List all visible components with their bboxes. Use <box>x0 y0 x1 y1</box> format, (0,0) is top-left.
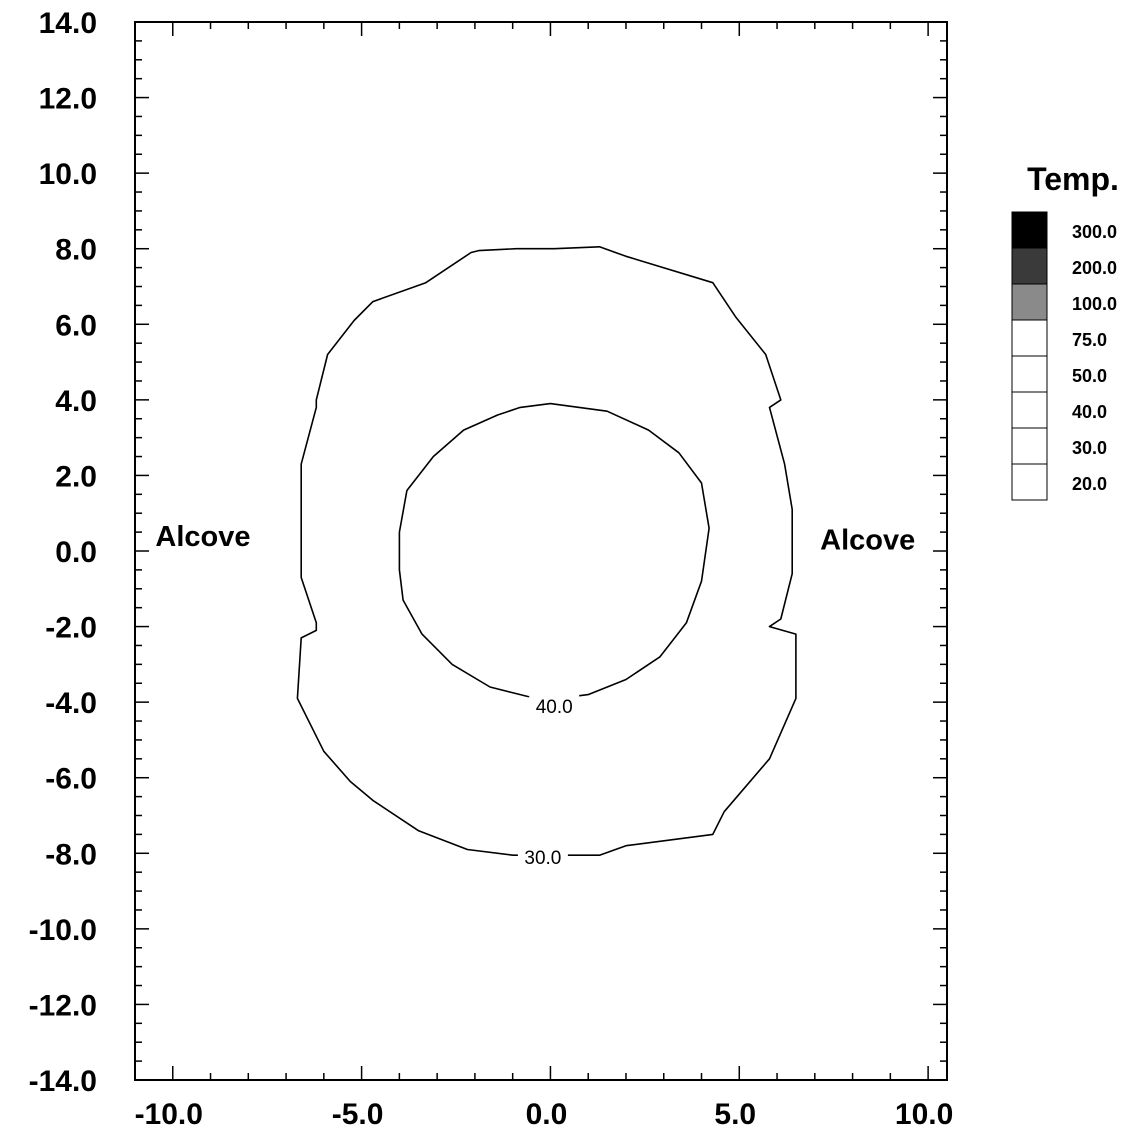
y-tick-label: -14.0 <box>29 1065 97 1098</box>
legend-title: Temp. <box>1027 161 1119 197</box>
y-tick-label: 8.0 <box>55 234 97 267</box>
contour-label: 40.0 <box>536 697 573 718</box>
contour-line-30.0 <box>296 246 797 857</box>
y-tick-label: -6.0 <box>45 763 97 796</box>
x-tick-label: 0.0 <box>526 1098 568 1130</box>
y-tick-label: 2.0 <box>55 460 97 493</box>
legend-level-label: 20.0 <box>1072 474 1107 494</box>
y-axis-tick-labels: 14.0 12.0 10.0 8.0 6.0 4.0 2.0 0.0 -2.0 -4.0 -6.0 -… <box>29 7 97 1098</box>
legend-level-label: 75.0 <box>1072 330 1107 350</box>
y-tick-label: -10.0 <box>29 914 97 947</box>
legend-swatches: 300.0 200.0 100.0 75.0 50.0 40.0 30.0 20.0 <box>1011 211 1117 501</box>
legend-swatch <box>1011 355 1048 393</box>
legend-level-label: 30.0 <box>1072 438 1107 458</box>
legend-swatch <box>1011 247 1048 285</box>
legend-swatch <box>1011 319 1048 357</box>
x-tick-label: -10.0 <box>135 1098 203 1130</box>
y-tick-label: -12.0 <box>29 989 97 1022</box>
y-tick-label: -2.0 <box>45 612 97 645</box>
y-tick-label: 0.0 <box>55 536 97 569</box>
y-tick-label: 10.0 <box>39 158 97 191</box>
contour-lines: 30.0 40.0 <box>296 246 797 869</box>
legend-swatch <box>1011 283 1048 321</box>
x-tick-label: 5.0 <box>714 1098 756 1130</box>
alcove-label: Alcove <box>155 521 250 553</box>
y-tick-label: 6.0 <box>55 309 97 342</box>
contour-label-background <box>529 692 580 717</box>
x-tick-label: 10.0 <box>895 1098 953 1130</box>
legend-swatch <box>1011 427 1048 465</box>
contour-line-40.0 <box>398 402 710 700</box>
x-axis-tick-labels: -10.0 -5.0 0.0 5.0 10.0 <box>135 1098 954 1130</box>
axis-ticks <box>134 21 947 1081</box>
legend-level-label: 200.0 <box>1072 258 1117 278</box>
legend-swatch <box>1011 211 1048 249</box>
legend-level-label: 300.0 <box>1072 222 1117 242</box>
legend-level-label: 40.0 <box>1072 402 1107 422</box>
legend-level-label: 100.0 <box>1072 294 1117 314</box>
region-annotations: Alcove Alcove <box>155 521 915 557</box>
y-tick-label: -8.0 <box>45 838 97 871</box>
legend-level-label: 50.0 <box>1072 366 1107 386</box>
legend-swatch <box>1011 463 1048 501</box>
alcove-label: Alcove <box>820 525 915 557</box>
temperature-legend: Temp. 300.0 200.0 100.0 75.0 50.0 40.0 30.0 20.… <box>1011 161 1119 501</box>
y-tick-label: 14.0 <box>39 7 97 40</box>
y-tick-label: 12.0 <box>39 83 97 116</box>
y-tick-label: -4.0 <box>45 687 97 720</box>
y-tick-label: 4.0 <box>55 385 97 418</box>
contour-label-background <box>517 844 568 869</box>
contour-label: 30.0 <box>524 848 561 869</box>
legend-swatch <box>1011 391 1048 429</box>
x-tick-label: -5.0 <box>332 1098 384 1130</box>
